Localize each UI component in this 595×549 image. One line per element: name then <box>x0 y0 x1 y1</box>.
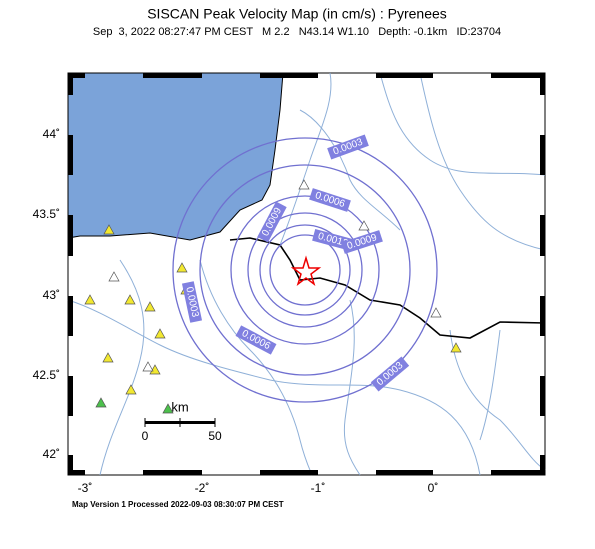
station <box>142 361 154 372</box>
rivers <box>67 72 546 476</box>
frame-ticks <box>68 73 545 475</box>
station <box>144 301 156 312</box>
frame-bar <box>68 455 73 475</box>
frame-bar <box>68 296 73 336</box>
epicenter <box>290 255 322 286</box>
contour-label-box <box>327 134 369 160</box>
footer: Map Version 1 Processed 2022-09-03 08:30… <box>72 500 284 509</box>
frame-bar <box>376 470 433 475</box>
frame-bar <box>68 215 73 256</box>
frame-bar <box>68 470 85 475</box>
station <box>154 328 166 339</box>
frame-bar <box>540 73 545 95</box>
scale-label: 0 <box>142 429 149 443</box>
station <box>176 262 188 273</box>
lat-label: 42.5˚ <box>33 368 60 382</box>
contour-label-box <box>181 281 203 323</box>
frame-bar <box>491 73 545 78</box>
frame-bar <box>143 470 202 475</box>
station <box>108 271 120 282</box>
station <box>298 179 310 190</box>
frame-bar <box>68 376 73 416</box>
title: SISCAN Peak Velocity Map (in cm/s) : Pyr… <box>147 6 447 22</box>
frame-bar <box>260 73 318 78</box>
station <box>450 342 462 353</box>
lon-label: -2˚ <box>195 481 210 495</box>
frame-bar <box>540 455 545 475</box>
scale-unit: km <box>171 399 188 414</box>
axis-labels: 44˚ 43.5˚ 43˚ 42.5˚ 42˚ -3˚ -2˚ -1˚ 0˚ <box>33 127 439 495</box>
subtitle: Sep 3, 2022 08:27:47 PM CEST M 2.2 N43.1… <box>93 26 501 38</box>
station <box>125 384 137 395</box>
lon-label: -1˚ <box>311 481 326 495</box>
frame-bar <box>540 215 545 256</box>
lon-label: -3˚ <box>78 481 93 495</box>
contours <box>172 137 438 403</box>
frame-bar <box>68 73 85 78</box>
contour-label-box <box>235 325 277 355</box>
frame-bar <box>143 73 202 78</box>
station <box>430 307 442 318</box>
scale-bar: km 0 50 <box>142 399 222 443</box>
contour-label-box <box>309 188 351 212</box>
frame-bar <box>540 296 545 336</box>
station <box>162 403 174 414</box>
lat-label: 43˚ <box>43 288 60 302</box>
frame-bar <box>540 376 545 416</box>
frame-bar <box>540 135 545 175</box>
station <box>102 352 114 363</box>
scale-label: 50 <box>208 429 222 443</box>
contour-label-box <box>341 230 383 254</box>
frame-bar <box>260 470 318 475</box>
frame-bar <box>68 73 73 95</box>
station <box>84 294 96 305</box>
frame-bar <box>68 135 73 175</box>
station <box>124 294 136 305</box>
frame-bar <box>491 470 545 475</box>
contour-label-box <box>257 201 287 243</box>
station <box>103 224 115 235</box>
sea <box>67 72 284 241</box>
station <box>358 220 370 231</box>
lon-label: 0˚ <box>428 481 439 495</box>
contour-label-box <box>370 356 410 392</box>
lat-label: 44˚ <box>43 127 60 141</box>
station <box>95 397 107 408</box>
lat-label: 42˚ <box>43 447 60 461</box>
lat-label: 43.5˚ <box>33 207 60 221</box>
map-area: 0.00030.00060.00090.00120.00090.00030.00… <box>67 72 546 476</box>
frame-bar <box>376 73 433 78</box>
